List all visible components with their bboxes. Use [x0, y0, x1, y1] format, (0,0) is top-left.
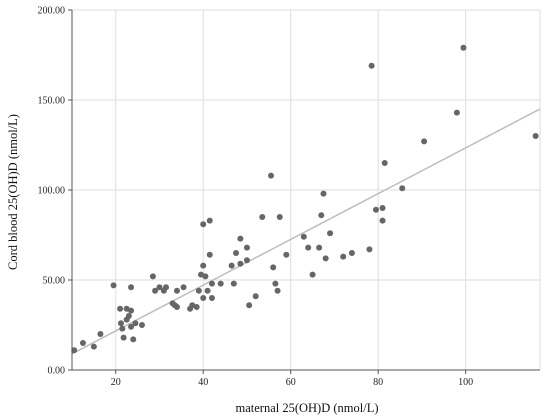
data-point: [274, 287, 281, 294]
data-point: [180, 284, 187, 291]
data-point: [228, 262, 235, 269]
data-point: [243, 257, 250, 264]
data-point: [200, 262, 207, 269]
data-point: [208, 280, 215, 287]
data-point: [200, 221, 207, 228]
data-point: [130, 336, 137, 343]
data-point: [138, 322, 145, 328]
data-point: [195, 287, 202, 294]
data-point: [532, 133, 539, 139]
data-point: [322, 255, 329, 262]
data-point: [372, 206, 379, 213]
data-point: [246, 302, 253, 309]
data-point: [97, 331, 104, 337]
data-point: [252, 293, 259, 300]
y-tick-label: 50.00: [43, 276, 66, 287]
data-point: [173, 287, 180, 294]
data-point: [320, 190, 327, 197]
x-tick-label: 60: [286, 377, 296, 388]
data-point: [173, 304, 180, 310]
grid: [72, 9, 541, 371]
data-point: [230, 280, 237, 287]
data-point: [259, 214, 266, 220]
x-tick-label: 80: [373, 377, 383, 388]
data-point: [117, 320, 124, 327]
data-point: [119, 325, 126, 332]
data-point: [268, 172, 275, 179]
data-point: [132, 320, 139, 327]
y-tick-label: 200.00: [38, 6, 66, 17]
data-point: [381, 160, 388, 166]
data-point: [204, 287, 211, 294]
y-tick-label: 0.00: [48, 366, 66, 377]
data-point: [283, 251, 290, 258]
regression-fit-line-group: [71, 108, 541, 355]
data-point: [237, 260, 244, 267]
data-point: [272, 280, 279, 287]
data-point: [366, 246, 373, 253]
data-point: [399, 185, 406, 192]
data-point: [276, 214, 283, 220]
data-point: [202, 273, 209, 280]
data-point: [309, 271, 316, 278]
data-point: [300, 233, 307, 240]
data-point: [348, 250, 355, 256]
data-point: [206, 217, 213, 224]
x-tick-label: 20: [111, 377, 121, 388]
data-point: [206, 251, 213, 258]
data-point: [340, 253, 347, 260]
data-point: [110, 282, 117, 289]
data-point: [79, 340, 86, 346]
data-point: [243, 244, 250, 251]
data-point: [237, 235, 244, 242]
data-point: [163, 284, 170, 291]
x-tick-label: 40: [198, 377, 208, 388]
data-point: [460, 44, 467, 51]
axes: [68, 9, 540, 374]
data-point: [208, 295, 215, 301]
y-tick-label: 150.00: [38, 96, 66, 107]
data-point: [128, 323, 135, 330]
data-point: [128, 284, 135, 291]
data-point: [193, 304, 200, 310]
data-point: [305, 244, 312, 251]
data-point: [156, 284, 163, 291]
data-point: [421, 138, 428, 145]
data-point: [316, 244, 323, 251]
data-point: [368, 62, 375, 69]
data-point: [149, 273, 156, 280]
data-point: [233, 250, 240, 256]
fit-line: [71, 108, 541, 355]
data-point: [125, 313, 132, 319]
data-point: [120, 334, 127, 341]
tick-labels: 20 40 60 80 100 0.00 50.00 100.00 150.00 200.00: [38, 6, 474, 389]
data-point: [152, 287, 159, 294]
data-point: [379, 217, 386, 224]
x-tick-label: 100: [458, 377, 473, 388]
data-point: [128, 307, 135, 314]
data-point: [117, 305, 124, 312]
y-tick-label: 100.00: [38, 186, 66, 197]
data-point: [217, 280, 224, 287]
data-point: [270, 264, 277, 271]
data-point: [200, 295, 207, 301]
data-point: [379, 205, 386, 211]
data-point: [71, 347, 78, 354]
data-point: [90, 343, 97, 350]
data-point: [327, 230, 334, 237]
y-axis-title: Cord blood 25(OH)D (nmol/L): [6, 114, 20, 270]
data-point: [318, 212, 325, 219]
x-axis-title: maternal 25(OH)D (nmol/L): [235, 401, 378, 415]
data-point: [453, 109, 460, 116]
data-points: [71, 44, 539, 354]
